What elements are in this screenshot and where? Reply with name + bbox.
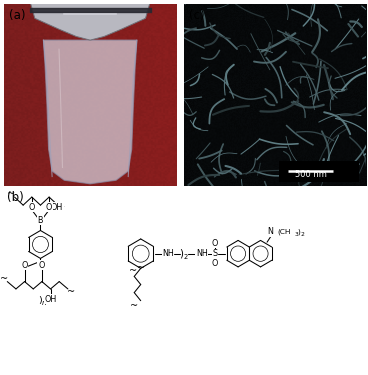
- Text: O: O: [21, 261, 28, 270]
- Text: ~: ~: [67, 286, 75, 297]
- Text: n: n: [42, 300, 47, 306]
- Text: O: O: [46, 203, 52, 212]
- Text: ~: ~: [0, 274, 8, 284]
- Text: (b): (b): [7, 191, 24, 204]
- Text: (a): (a): [9, 9, 25, 22]
- Text: B: B: [38, 216, 43, 225]
- Text: S: S: [212, 249, 217, 258]
- Text: 3: 3: [294, 232, 298, 237]
- Text: NH: NH: [196, 249, 208, 258]
- Text: O: O: [212, 260, 218, 268]
- Text: 500 nm: 500 nm: [295, 170, 326, 179]
- Text: ~: ~: [129, 266, 137, 276]
- Text: NH: NH: [162, 249, 174, 258]
- Text: OH: OH: [45, 295, 57, 304]
- Text: ~: ~: [57, 203, 65, 213]
- Text: N: N: [268, 227, 273, 236]
- Text: 2: 2: [301, 232, 304, 237]
- Polygon shape: [29, 0, 151, 40]
- Text: O: O: [39, 261, 45, 270]
- Text: O: O: [29, 203, 35, 212]
- Text: ~: ~: [7, 189, 15, 199]
- Text: ~: ~: [130, 301, 138, 311]
- Text: B: B: [38, 261, 43, 270]
- Text: ): ): [179, 249, 183, 259]
- Text: O: O: [212, 239, 218, 248]
- Text: 2: 2: [183, 254, 188, 260]
- Text: ): ): [38, 296, 42, 305]
- Polygon shape: [43, 40, 137, 184]
- Bar: [279, 161, 359, 182]
- Text: OH: OH: [51, 203, 63, 212]
- Text: ): ): [297, 229, 300, 235]
- Text: ~: ~: [137, 263, 145, 273]
- Text: (c): (c): [190, 9, 205, 22]
- Text: (CH: (CH: [277, 229, 290, 235]
